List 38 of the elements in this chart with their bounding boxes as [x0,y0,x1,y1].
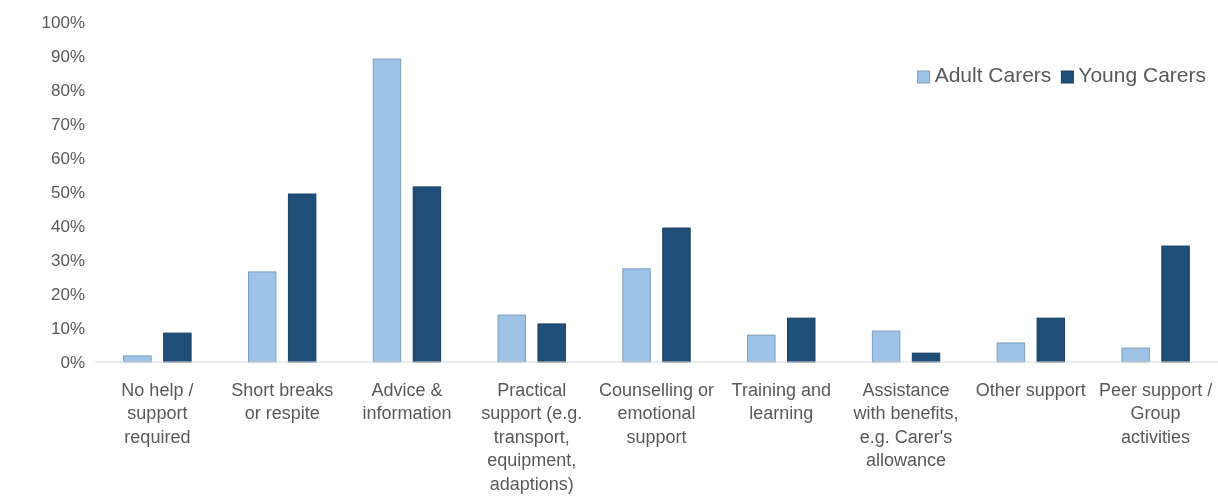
y-tick-label: 50% [50,182,85,202]
y-tick-label: 60% [50,148,85,168]
x-tick-label: Peer support / Group activities [1099,380,1213,447]
legend-label: Adult Carers [934,63,1052,86]
bar [622,268,651,363]
y-tick-label: 40% [50,216,85,236]
x-tick-label: Counselling or emotional support [598,380,715,447]
bar [871,330,901,363]
bar [662,227,691,363]
y-tick-label: 0% [60,352,85,372]
x-tick-label: Training and learning [731,380,831,424]
y-tick-label: 10% [50,318,85,338]
bar [163,332,192,363]
bar [247,271,277,363]
y-tick-label: 90% [50,46,85,66]
y-tick-label: 100% [41,12,85,32]
x-tick-label: Advice & information [362,380,452,424]
x-tick-label: Other support [975,380,1086,400]
x-tick-label: Short breaks or respite [231,380,334,424]
x-tick-label: Practical support (e.g. transport, equipment, adaptions) [481,380,583,494]
y-tick-label: 70% [50,114,85,134]
legend-label: Young Carers [1078,63,1206,86]
bar [1161,245,1190,363]
y-tick-label: 30% [50,250,85,270]
y-tick-label: 20% [50,284,85,304]
bar [497,314,526,363]
bar [537,323,566,363]
bar [1036,317,1066,363]
bar [996,342,1026,363]
bar [372,58,402,363]
bar [1121,347,1150,363]
bar [787,317,816,363]
x-tick-label: No help / support required [121,380,194,447]
bar [287,193,317,363]
bar [412,186,442,363]
y-tick-label: 80% [50,80,85,100]
bar [747,334,776,363]
x-tick-label: Assistance with benefits, e.g. Carer's allowance [852,380,959,471]
